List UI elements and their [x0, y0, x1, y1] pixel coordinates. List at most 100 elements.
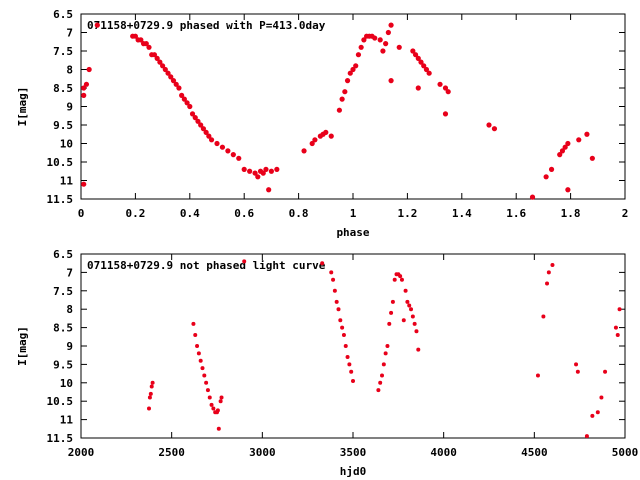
data-point — [350, 66, 356, 73]
plot-frame — [80, 13, 626, 200]
y-tick-label: 10.5 — [47, 395, 74, 408]
data-point — [405, 299, 410, 304]
data-point — [205, 388, 210, 393]
data-point — [401, 318, 406, 323]
data-point — [168, 74, 174, 80]
unphased-light-curve-plot: 071158+0729.9 not phased light curve hjd… — [16, 248, 638, 478]
data-point — [86, 66, 92, 73]
x-tick-label: 0.6 — [234, 207, 254, 220]
plot-title: 071158+0729.9 not phased light curve — [87, 259, 326, 272]
data-point — [342, 89, 348, 95]
data-point — [412, 321, 417, 326]
data-point — [331, 277, 336, 282]
data-point — [351, 378, 355, 383]
data-point — [423, 66, 430, 73]
data-point — [421, 63, 427, 69]
data-point — [437, 81, 443, 87]
data-point — [320, 261, 325, 266]
data-point — [162, 66, 168, 73]
data-point — [191, 321, 196, 326]
data-point — [407, 303, 412, 308]
data-point — [143, 41, 149, 47]
y-tick-label: 8 — [66, 303, 73, 316]
data-point — [595, 410, 600, 415]
data-point — [388, 78, 394, 84]
data-point — [584, 131, 590, 137]
x-tick-label: 1.4 — [452, 207, 472, 220]
data-point — [381, 362, 386, 367]
x-tick-label: 2000 — [68, 446, 95, 459]
data-point — [203, 129, 209, 135]
data-point — [255, 174, 261, 180]
x-tick-label: 2 — [622, 207, 629, 220]
data-point — [559, 148, 566, 154]
data-point — [383, 41, 389, 47]
data-point — [565, 187, 571, 193]
data-point — [230, 152, 236, 158]
data-point — [410, 314, 415, 319]
x-tick-label: 0.8 — [289, 207, 309, 220]
data-point — [415, 85, 421, 91]
data-point — [347, 362, 352, 367]
data-point — [388, 22, 394, 28]
data-point — [336, 107, 342, 113]
x-tick-label: 5000 — [612, 446, 639, 459]
data-point — [179, 92, 185, 98]
data-point — [147, 395, 152, 400]
data-point — [181, 96, 187, 102]
data-point — [442, 111, 449, 117]
data-point — [242, 259, 247, 264]
data-points — [147, 259, 622, 439]
data-point — [198, 122, 204, 128]
data-point — [603, 369, 608, 374]
y-axis-ticks: 6.5 7 7.5 8 8.5 9 9.5 10 10.5 11 11.5 — [47, 8, 625, 206]
data-point — [548, 166, 555, 172]
data-point — [268, 168, 274, 174]
data-point — [418, 59, 424, 65]
data-point — [215, 408, 220, 413]
data-point — [216, 426, 221, 431]
y-tick-label: 11.5 — [47, 193, 74, 206]
x-tick-label: 0 — [78, 207, 85, 220]
data-point — [541, 314, 546, 319]
data-point — [410, 48, 416, 54]
data-point — [399, 277, 404, 282]
data-point — [385, 29, 391, 36]
y-tick-label: 11.5 — [47, 432, 74, 445]
data-point — [209, 402, 214, 407]
y-axis-label: I[mag] — [16, 326, 29, 366]
data-point — [340, 325, 345, 330]
data-point — [160, 63, 166, 69]
data-point — [565, 140, 571, 147]
y-tick-label: 8.5 — [53, 82, 73, 95]
x-tick-label: 1.2 — [397, 207, 417, 220]
data-point — [345, 355, 350, 360]
x-axis-ticks: 2000 2500 3000 3500 4000 4500 5000 — [68, 254, 639, 459]
x-tick-label: 1 — [350, 207, 357, 220]
data-point — [207, 395, 212, 400]
x-axis-label: hjd0 — [340, 465, 367, 478]
data-point — [415, 55, 421, 62]
data-point — [383, 351, 388, 356]
data-point — [214, 140, 220, 147]
data-point — [151, 52, 158, 58]
y-tick-label: 10 — [60, 138, 73, 151]
y-axis-ticks: 6.5 7 7.5 8 8.5 9 9.5 10 10.5 11 11.5 — [47, 248, 625, 445]
data-point — [328, 133, 334, 139]
data-point — [329, 270, 334, 275]
data-point — [615, 332, 620, 337]
data-point — [378, 380, 383, 385]
data-point — [355, 52, 362, 58]
y-tick-label: 9.5 — [53, 358, 73, 371]
data-point — [535, 373, 540, 378]
data-point — [202, 373, 207, 378]
data-point — [154, 55, 160, 62]
data-point — [414, 329, 419, 334]
data-point — [590, 413, 595, 418]
data-point — [349, 369, 354, 374]
y-tick-label: 7.5 — [53, 285, 73, 298]
data-point — [81, 92, 87, 98]
data-point — [146, 44, 152, 50]
data-point — [377, 37, 383, 43]
y-tick-label: 8 — [66, 64, 73, 77]
